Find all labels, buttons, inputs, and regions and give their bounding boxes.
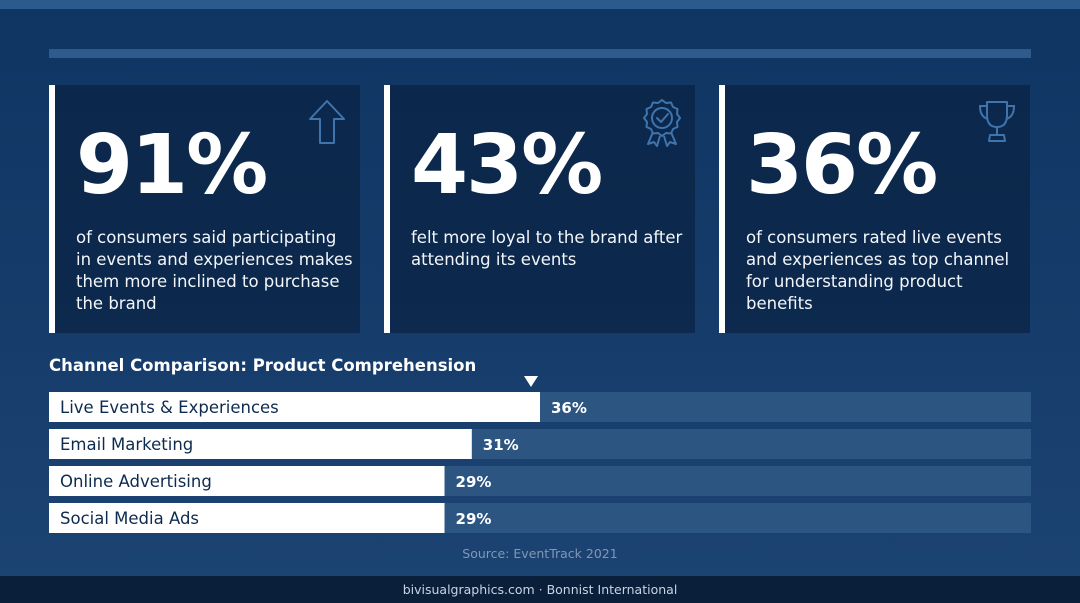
stat-card-1: 91% of consumers said participating in e… [49, 85, 360, 333]
stat-description: of consumers rated live events and exper… [746, 228, 1010, 313]
bar [49, 392, 540, 422]
top-strip [0, 0, 1080, 9]
stat-card-2: 43% felt more loyal to the brand after a… [384, 85, 695, 333]
category-label: Live Events & Experiences [60, 398, 279, 417]
stat-description: of consumers said participating in event… [76, 228, 353, 313]
data-label: 29% [456, 473, 492, 491]
category-label: Social Media Ads [60, 509, 199, 528]
data-label: 29% [456, 510, 492, 528]
data-label: 36% [551, 399, 587, 417]
bar [49, 466, 445, 496]
category-label: Email Marketing [60, 435, 193, 454]
stat-value: 43% [411, 118, 603, 213]
stat-card-3: 36% of consumers rated live events and e… [719, 85, 1030, 333]
stat-description: felt more loyal to the brand after atten… [411, 228, 683, 269]
chart-title: Channel Comparison: Product Comprehensio… [49, 356, 477, 375]
bar [49, 429, 472, 459]
arrow-up-icon [309, 100, 345, 144]
stat-value: 91% [76, 118, 268, 213]
data-label: 31% [483, 436, 519, 454]
award-ribbon-icon [643, 99, 681, 147]
source-note: Source: EventTrack 2021 [462, 546, 618, 561]
trophy-icon [978, 101, 1016, 142]
footer: bivisualgraphics.com · Bonnist Internati… [0, 576, 1080, 603]
bar-chart: Live Events & Experiences 36% Email Market… [49, 376, 1031, 533]
category-label: Online Advertising [60, 472, 212, 491]
stat-value: 36% [746, 118, 938, 213]
highlight-marker [524, 376, 538, 387]
bar [49, 503, 445, 533]
header-rule [49, 49, 1031, 58]
